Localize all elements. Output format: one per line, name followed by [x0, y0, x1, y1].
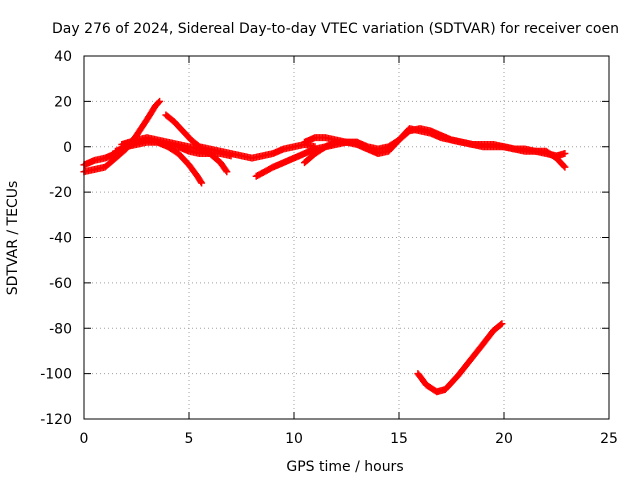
data-point — [156, 97, 164, 105]
x-tick-label: 20 — [495, 431, 513, 447]
data-point — [197, 178, 205, 186]
data-point — [561, 163, 569, 171]
data-point — [155, 99, 163, 107]
data-point — [222, 166, 230, 174]
y-tick-label: 20 — [54, 94, 72, 110]
y-tick-label: -120 — [40, 412, 72, 428]
x-axis-title: GPS time / hours — [286, 459, 403, 475]
y-tick-label: -60 — [49, 276, 72, 292]
series-arc-8 — [301, 125, 569, 171]
x-tick-label: 0 — [80, 431, 89, 447]
ticks: 0 5 10 15 20 25 -120 -100 -80 -60 -40 -20 0 20 40 — [40, 49, 618, 447]
data-point — [560, 162, 568, 170]
y-tick-label: -40 — [49, 231, 72, 247]
x-tick-label: 5 — [185, 431, 194, 447]
data-point — [561, 150, 569, 158]
grid — [84, 56, 609, 419]
data-point — [198, 179, 206, 187]
series-arc-9 — [414, 320, 506, 396]
y-tick-label: 0 — [63, 140, 72, 156]
chart-title: Day 276 of 2024, Sidereal Day-to-day VTE… — [52, 21, 619, 37]
y-tick-label: -20 — [49, 185, 72, 201]
data-layer — [80, 97, 569, 396]
x-tick-label: 25 — [600, 431, 618, 447]
data-point — [498, 320, 506, 328]
y-axis-title: SDTVAR / TECUs — [5, 181, 21, 296]
y-tick-label: 40 — [54, 49, 72, 65]
x-tick-label: 10 — [285, 431, 303, 447]
y-tick-label: -80 — [49, 321, 72, 337]
data-point — [223, 168, 231, 176]
series-arc-5 — [162, 111, 319, 162]
data-point — [497, 321, 505, 329]
x-tick-label: 15 — [390, 431, 408, 447]
y-tick-label: -100 — [40, 367, 72, 383]
